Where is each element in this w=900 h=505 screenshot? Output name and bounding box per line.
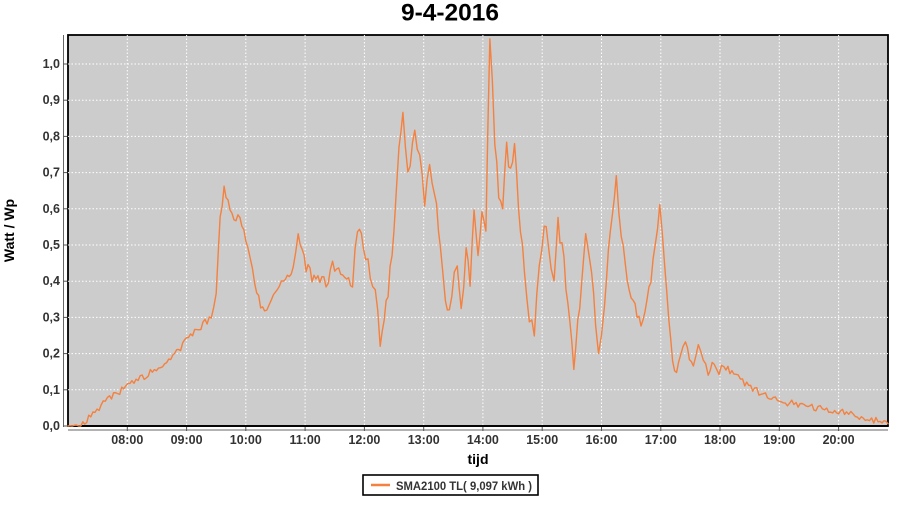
svg-text:tijd: tijd xyxy=(468,451,489,467)
svg-text:13:00: 13:00 xyxy=(408,433,440,447)
svg-text:10:00: 10:00 xyxy=(230,433,262,447)
svg-text:15:00: 15:00 xyxy=(526,433,558,447)
svg-text:17:00: 17:00 xyxy=(645,433,677,447)
svg-text:Watt / Wp: Watt / Wp xyxy=(1,199,17,262)
svg-text:0,7: 0,7 xyxy=(43,166,60,180)
svg-text:1,0: 1,0 xyxy=(43,57,60,71)
svg-text:0,0: 0,0 xyxy=(43,419,60,433)
svg-text:16:00: 16:00 xyxy=(586,433,618,447)
svg-text:0,5: 0,5 xyxy=(43,238,60,252)
svg-text:0,4: 0,4 xyxy=(43,274,60,288)
svg-text:0,8: 0,8 xyxy=(43,129,60,143)
svg-text:14:00: 14:00 xyxy=(467,433,499,447)
svg-text:0,9: 0,9 xyxy=(43,93,60,107)
svg-text:09:00: 09:00 xyxy=(171,433,203,447)
svg-text:0,2: 0,2 xyxy=(43,347,60,361)
svg-text:20:00: 20:00 xyxy=(823,433,855,447)
svg-text:19:00: 19:00 xyxy=(763,433,795,447)
svg-text:18:00: 18:00 xyxy=(704,433,736,447)
svg-text:12:00: 12:00 xyxy=(348,433,380,447)
svg-text:0,6: 0,6 xyxy=(43,202,60,216)
svg-text:0,1: 0,1 xyxy=(43,383,60,397)
svg-text:0,3: 0,3 xyxy=(43,310,60,324)
svg-text:11:00: 11:00 xyxy=(289,433,320,447)
svg-text:9-4-2016: 9-4-2016 xyxy=(401,0,499,27)
svg-text:SMA2100 TL( 9,097 kWh ): SMA2100 TL( 9,097 kWh ) xyxy=(396,479,532,493)
svg-text:08:00: 08:00 xyxy=(111,433,143,447)
